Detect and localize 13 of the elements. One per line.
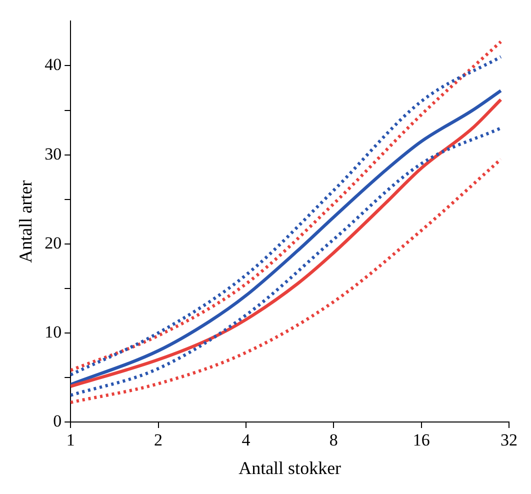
y-tick-label: 20: [44, 233, 62, 252]
y-tick-label: 40: [44, 55, 62, 74]
y-tick-label: 10: [44, 322, 62, 342]
x-axis-title: Antall stokker: [238, 458, 342, 478]
x-tick-label: 1: [66, 430, 75, 450]
x-tick-label: 32: [500, 430, 518, 450]
x-tick-label: 8: [329, 430, 338, 450]
y-tick-label: 0: [53, 411, 62, 430]
x-tick-label: 2: [154, 430, 163, 450]
x-tick-label: 16: [412, 430, 430, 450]
y-tick-label: 30: [44, 144, 62, 164]
x-tick-label: 4: [242, 430, 251, 450]
y-axis-title: Antall arter: [16, 180, 36, 263]
